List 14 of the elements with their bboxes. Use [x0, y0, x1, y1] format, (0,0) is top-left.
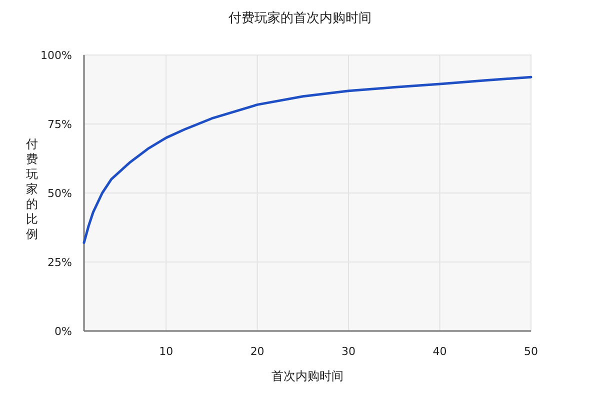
x-tick-label: 30 — [342, 345, 356, 358]
chart-title: 付费玩家的首次内购时间 — [228, 10, 372, 26]
y-tick-label: 50% — [48, 187, 72, 200]
line-series — [82, 76, 532, 244]
x-tick-label: 10 — [159, 345, 174, 358]
y-tick-label: 25% — [48, 256, 72, 269]
y-tick-label: 100% — [40, 49, 72, 62]
y-tick-label: 75% — [48, 118, 72, 131]
y-axis-title: 付费玩家的比例 — [25, 137, 38, 241]
x-tick-label: 20 — [250, 345, 264, 358]
x-tick-label: 40 — [432, 345, 447, 358]
x-axis-title: 首次内购时间 — [272, 369, 344, 383]
y-tick-label: 0% — [54, 325, 72, 338]
x-tick-label: 50 — [524, 345, 538, 358]
